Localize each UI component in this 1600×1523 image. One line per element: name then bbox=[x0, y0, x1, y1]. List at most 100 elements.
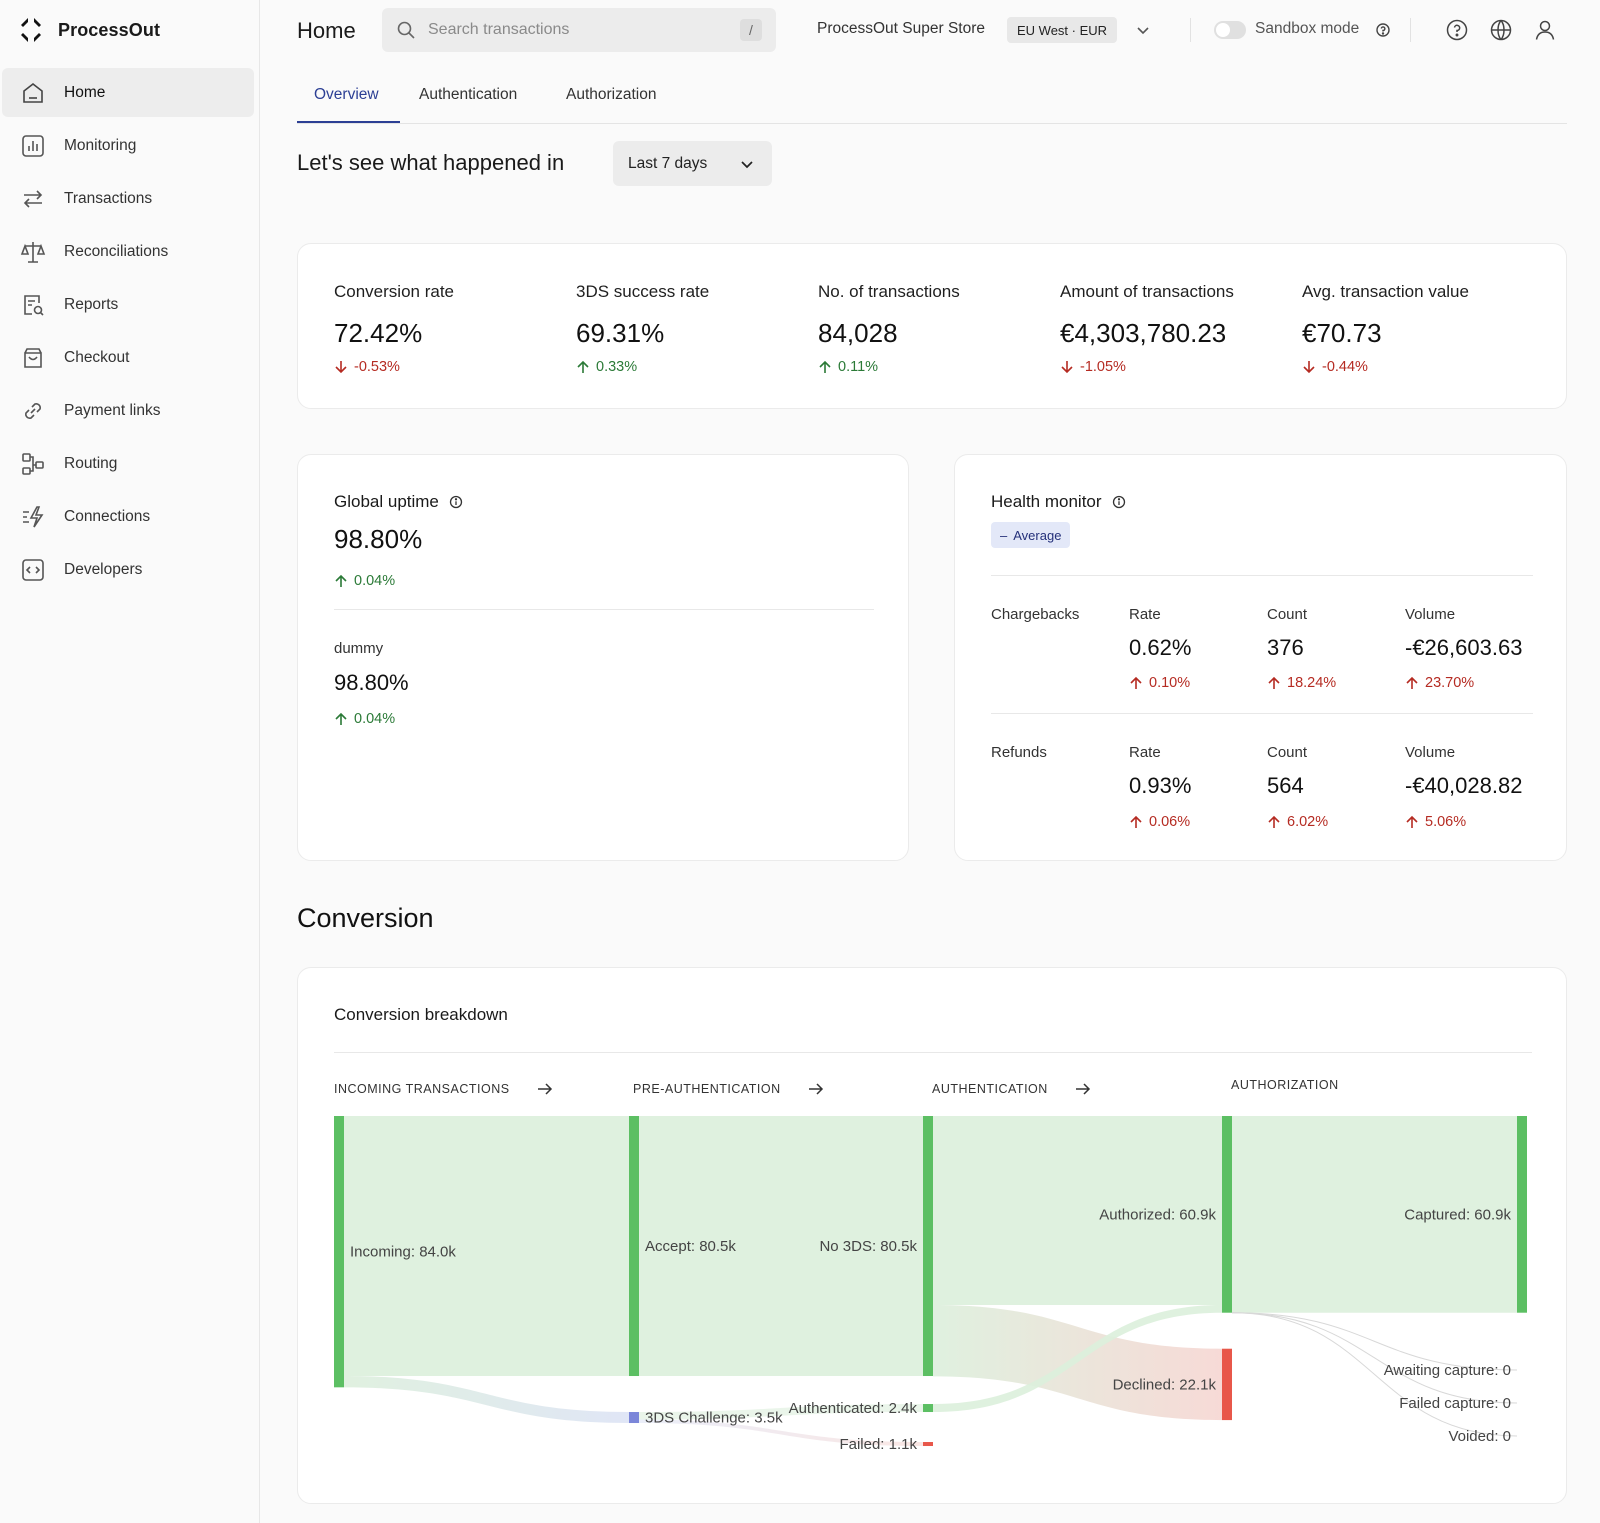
conversion-section-title: Conversion bbox=[297, 903, 434, 933]
stage-label: AUTHORIZATION bbox=[1231, 1078, 1339, 1092]
kpi-delta-value: 0.11% bbox=[838, 359, 879, 375]
sankey-node-authorized bbox=[1222, 1116, 1232, 1313]
sidebar-item-label: Payment links bbox=[64, 401, 161, 419]
sidebar-item-label: Developers bbox=[64, 560, 143, 578]
global-uptime-title: Global uptime bbox=[334, 492, 439, 511]
sidebar-item-reports[interactable]: Reports bbox=[2, 280, 254, 329]
sankey-link-no3ds-to-declined bbox=[933, 1304, 1222, 1421]
dash-icon: – bbox=[1000, 527, 1008, 543]
tab-authorization[interactable]: Authorization bbox=[566, 86, 657, 103]
info-icon[interactable] bbox=[449, 495, 463, 509]
search-input[interactable] bbox=[428, 21, 728, 39]
link-icon bbox=[25, 402, 41, 419]
volume-label: Volume bbox=[1405, 744, 1456, 761]
stage-label: PRE-AUTHENTICATION bbox=[633, 1082, 781, 1096]
sidebar-item-label: Transactions bbox=[64, 189, 153, 207]
sankey-link-incoming-to-challenge bbox=[344, 1376, 629, 1424]
stage-pre-authentication: PRE-AUTHENTICATION bbox=[633, 1080, 825, 1098]
sankey-node-no3ds bbox=[923, 1116, 933, 1377]
sankey-label-failedcap: Failed capture: 0 bbox=[1399, 1395, 1511, 1412]
global-uptime-card: Global uptime 98.80% 0.04% dummy 98.80% … bbox=[297, 454, 909, 861]
kpi-delta-value: -0.53% bbox=[354, 359, 400, 375]
health-monitor-title: Health monitor bbox=[991, 492, 1102, 511]
sankey-node-accept bbox=[629, 1116, 639, 1377]
search-box[interactable]: / bbox=[382, 8, 776, 52]
sidebar-item-monitoring[interactable]: Monitoring bbox=[2, 121, 254, 170]
region-badge[interactable]: EU West · EUR bbox=[1007, 17, 1118, 43]
health-monitor-card: Health monitor – Average Chargebacks Rat… bbox=[954, 454, 1567, 861]
arrow-right-icon bbox=[1075, 1083, 1090, 1095]
kpi-delta-value: 0.33% bbox=[596, 359, 638, 375]
arrow-right-icon bbox=[808, 1083, 823, 1095]
stage-label: INCOMING TRANSACTIONS bbox=[334, 1082, 510, 1096]
arrow-up-icon bbox=[577, 360, 589, 373]
period-select[interactable]: Last 7 days bbox=[613, 141, 772, 186]
global-uptime-value: 98.80% bbox=[334, 524, 423, 554]
arrow-up-icon bbox=[1406, 815, 1418, 828]
kpi-delta: -1.05% bbox=[1060, 359, 1234, 375]
kpi-value: 72.42% bbox=[334, 318, 423, 348]
tab-overview[interactable]: Overview bbox=[314, 86, 379, 103]
refund-rate-value: 0.93% bbox=[1129, 773, 1192, 798]
chargeback-rate-value: 0.62% bbox=[1129, 635, 1192, 660]
help-circle-icon[interactable] bbox=[1375, 22, 1391, 38]
kpi-label: Avg. transaction value bbox=[1302, 282, 1469, 301]
sidebar-item-label: Reports bbox=[64, 295, 119, 313]
sandbox-toggle[interactable] bbox=[1214, 21, 1246, 39]
sankey-node-declined bbox=[1222, 1348, 1232, 1421]
globe-icon[interactable] bbox=[1489, 18, 1513, 42]
stage-authorization: AUTHORIZATION bbox=[1231, 1078, 1339, 1092]
sankey-link-challenge-to-authenticated bbox=[639, 1404, 923, 1420]
sankey-label-captured: Captured: 60.9k bbox=[1404, 1206, 1511, 1223]
kpi-transaction-amount: Amount of transactions €4,303,780.23 -1.… bbox=[1060, 282, 1234, 375]
user-icon[interactable] bbox=[1533, 18, 1557, 42]
sidebar-item-payment-links[interactable]: Payment links bbox=[2, 386, 254, 435]
brand[interactable]: ProcessOut bbox=[18, 16, 160, 44]
provider-name: dummy bbox=[334, 640, 384, 657]
sidebar-item-label: Connections bbox=[64, 507, 151, 525]
divider bbox=[334, 1052, 1532, 1053]
refunds-label: Refunds bbox=[991, 744, 1047, 761]
arrow-up-icon bbox=[335, 574, 347, 587]
sankey-label-voided: Voided: 0 bbox=[1448, 1428, 1511, 1445]
sidebar-item-reconciliations[interactable]: Reconciliations bbox=[2, 227, 254, 276]
arrow-up-icon bbox=[1406, 676, 1418, 689]
chargeback-count-delta: 18.24% bbox=[1267, 675, 1336, 691]
help-icon[interactable] bbox=[1445, 18, 1469, 42]
search-icon bbox=[397, 21, 415, 39]
chargeback-rate-delta: 0.10% bbox=[1129, 675, 1190, 691]
kpi-value: €4,303,780.23 bbox=[1060, 318, 1227, 348]
info-icon[interactable] bbox=[1112, 495, 1126, 509]
delta-value: 23.70% bbox=[1425, 675, 1475, 691]
sidebar-item-home[interactable]: Home bbox=[2, 68, 254, 117]
sidebar-item-checkout[interactable]: Checkout bbox=[2, 333, 254, 382]
bar-chart-icon bbox=[22, 134, 44, 157]
sidebar-item-connections[interactable]: Connections bbox=[2, 492, 254, 541]
sankey-label-failed: Failed: 1.1k bbox=[839, 1436, 917, 1453]
tab-authentication[interactable]: Authentication bbox=[419, 86, 518, 103]
kpi-delta: -0.44% bbox=[1302, 359, 1469, 375]
sidebar-item-developers[interactable]: Developers bbox=[2, 545, 254, 594]
sankey-label-declined: Declined: 22.1k bbox=[1113, 1376, 1217, 1393]
divider bbox=[1190, 18, 1191, 42]
arrow-down-icon bbox=[1061, 361, 1073, 374]
routing-icon bbox=[22, 452, 44, 475]
sankey-link-accept-to-no3ds bbox=[639, 1116, 923, 1377]
scale-icon bbox=[20, 241, 46, 263]
refund-count-value: 564 bbox=[1267, 773, 1304, 798]
sidebar-nav: Home Monitoring Transactions Reconciliat… bbox=[2, 68, 254, 598]
sankey-node-failed bbox=[923, 1442, 933, 1447]
sankey-label-incoming: Incoming: 84.0k bbox=[350, 1244, 456, 1261]
arrow-up-icon bbox=[1130, 676, 1142, 689]
delta-value: 5.06% bbox=[1425, 814, 1467, 830]
sidebar-item-routing[interactable]: Routing bbox=[2, 439, 254, 488]
chevron-down-icon[interactable] bbox=[1134, 21, 1152, 39]
arrows-exchange-icon bbox=[23, 189, 43, 208]
sankey-link-challenge-to-failed bbox=[639, 1419, 923, 1447]
sankey-link-authorized-to-captured bbox=[1232, 1116, 1517, 1313]
sidebar-item-transactions[interactable]: Transactions bbox=[2, 174, 254, 223]
refund-volume-delta: 5.06% bbox=[1405, 814, 1466, 830]
stage-incoming: INCOMING TRANSACTIONS bbox=[334, 1080, 554, 1098]
store-name[interactable]: ProcessOut Super Store bbox=[817, 20, 985, 37]
brand-name: ProcessOut bbox=[58, 19, 161, 40]
